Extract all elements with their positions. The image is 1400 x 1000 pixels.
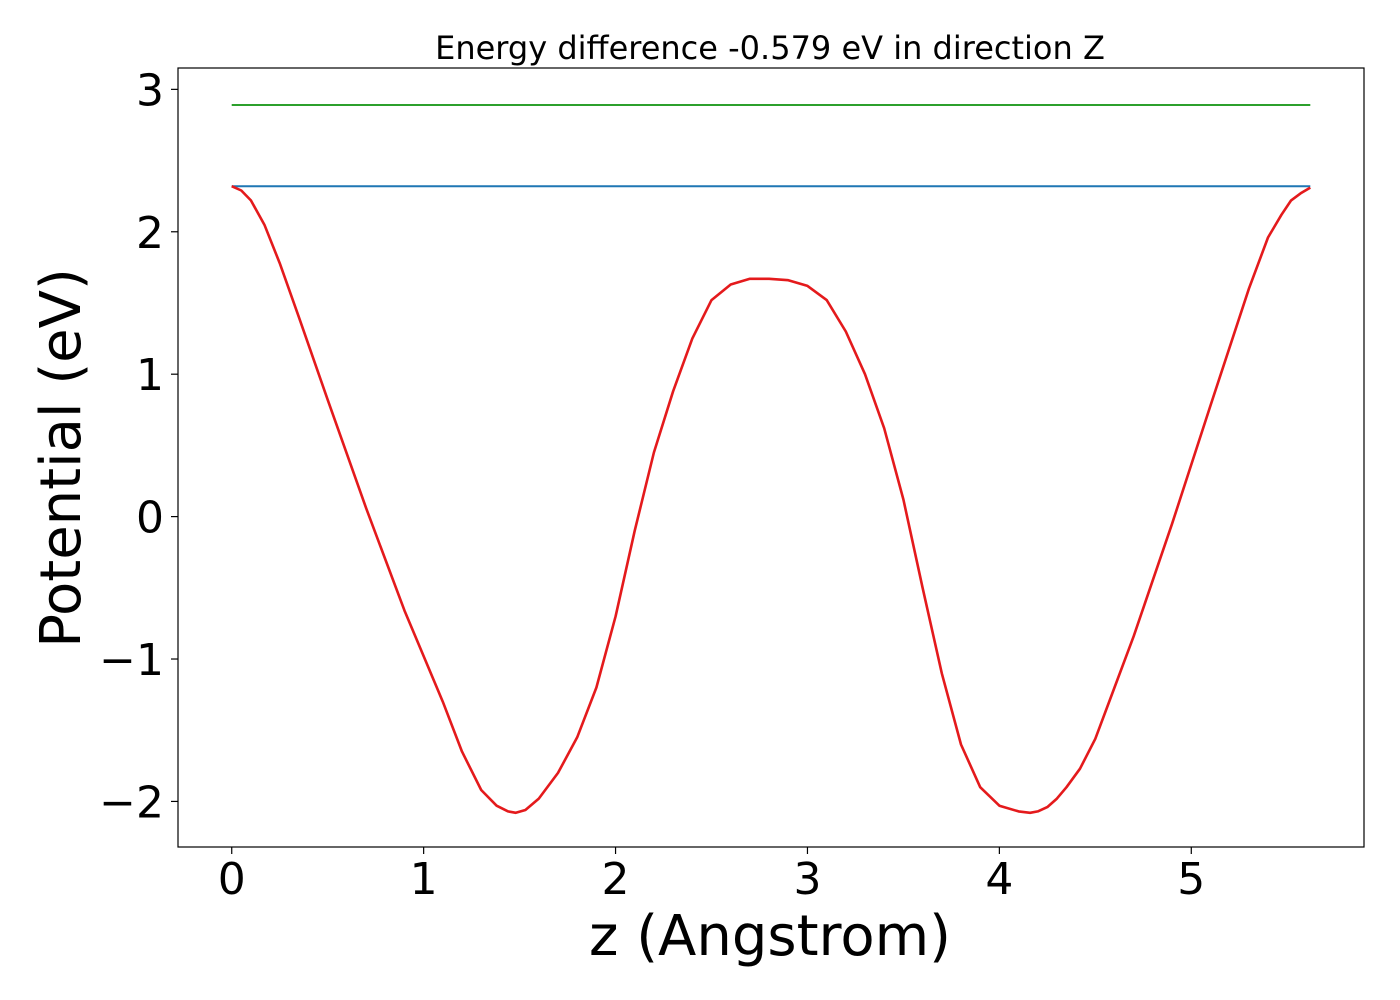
x-tick-label: 2 bbox=[602, 854, 630, 905]
y-tick-label: 2 bbox=[136, 208, 164, 259]
y-tick-label: 0 bbox=[136, 493, 164, 544]
y-tick-label: 1 bbox=[136, 350, 164, 401]
x-axis-title: z (Angstrom) bbox=[589, 904, 951, 969]
x-axis-ticks: 0 1 2 3 4 5 bbox=[218, 847, 1205, 905]
x-tick-label: 3 bbox=[793, 854, 821, 905]
y-tick-label: −1 bbox=[99, 635, 164, 686]
y-tick-label: −2 bbox=[99, 777, 164, 828]
plot-frame bbox=[177, 67, 1365, 848]
x-tick-label: 0 bbox=[218, 854, 246, 905]
x-tick-label: 1 bbox=[410, 854, 438, 905]
series-layer bbox=[231, 104, 1311, 815]
chart-title: Energy difference -0.579 eV in direction… bbox=[435, 29, 1105, 67]
y-axis-ticks: −2 −1 0 1 2 3 bbox=[99, 65, 178, 828]
y-tick-label: 3 bbox=[136, 65, 164, 116]
series-line-3 bbox=[231, 185, 1311, 815]
x-tick-label: 5 bbox=[1177, 854, 1205, 905]
x-tick-label: 4 bbox=[985, 854, 1013, 905]
y-axis-title: Potential (eV) bbox=[29, 268, 94, 648]
